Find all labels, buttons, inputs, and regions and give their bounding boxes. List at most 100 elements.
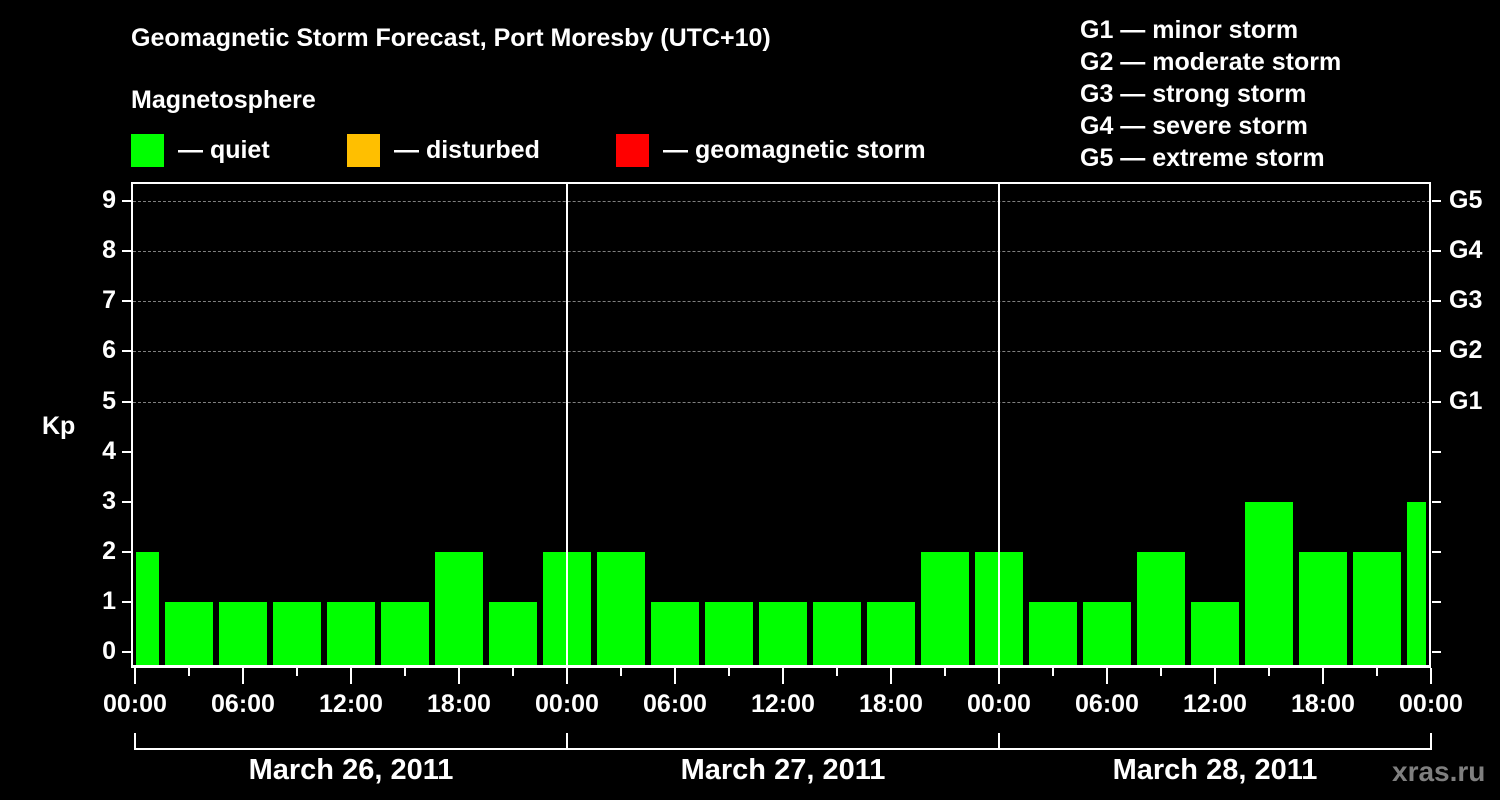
- day-separator: [998, 182, 1000, 668]
- g-scale-label: G4: [1449, 236, 1483, 264]
- kp-bar: [759, 602, 807, 666]
- x-tick-label: 12:00: [1183, 690, 1247, 718]
- day-separator: [566, 182, 568, 668]
- x-tick-label: 00:00: [535, 690, 599, 718]
- y-tick-label: 3: [102, 487, 116, 515]
- x-tick: [404, 668, 406, 676]
- y-tick-label: 5: [102, 387, 116, 415]
- legend-label: — disturbed: [394, 136, 540, 164]
- g-scale-label: G3: [1449, 286, 1483, 314]
- x-tick: [1268, 668, 1270, 676]
- y-tick: [122, 551, 131, 553]
- x-tick: [1106, 668, 1108, 684]
- kp-bar: [1299, 552, 1347, 666]
- kp-bar: [1353, 552, 1401, 666]
- legend-label: — quiet: [178, 136, 270, 164]
- x-tick: [998, 668, 1000, 684]
- watermark: xras.ru: [1392, 756, 1486, 787]
- grid-line: [133, 301, 1430, 302]
- kp-bar: [136, 552, 159, 666]
- y-tick-right: [1432, 350, 1441, 352]
- x-tick: [782, 668, 784, 684]
- y-tick: [122, 651, 131, 653]
- day-bracket-tick: [566, 733, 568, 750]
- x-tick: [350, 668, 352, 684]
- x-tick: [512, 668, 514, 676]
- x-tick: [1322, 668, 1324, 684]
- x-tick-label: 12:00: [319, 690, 383, 718]
- quiet-swatch-icon: [131, 134, 164, 167]
- y-tick: [122, 300, 131, 302]
- x-tick: [1052, 668, 1054, 676]
- scale-g1: G1 — minor storm: [1080, 16, 1299, 44]
- y-tick-label: 8: [102, 236, 116, 264]
- y-tick-label: 1: [102, 587, 116, 615]
- kp-bar: [327, 602, 375, 666]
- g-scale-label: G5: [1449, 186, 1483, 214]
- y-tick-label: 6: [102, 336, 116, 364]
- y-tick: [122, 200, 131, 202]
- x-tick: [458, 668, 460, 684]
- x-tick-label: 18:00: [1291, 690, 1355, 718]
- x-tick-label: 00:00: [1399, 690, 1463, 718]
- scale-g3: G3 — strong storm: [1080, 80, 1307, 108]
- y-tick-right: [1432, 300, 1441, 302]
- kp-bar: [489, 602, 537, 666]
- y-tick-right: [1432, 601, 1441, 603]
- x-tick-label: 06:00: [1075, 690, 1139, 718]
- grid-line: [133, 402, 1430, 403]
- day-label: March 28, 2011: [1112, 754, 1318, 786]
- x-tick: [134, 668, 136, 684]
- x-tick: [836, 668, 838, 676]
- day-label: March 26, 2011: [248, 754, 454, 786]
- scale-g5: G5 — extreme storm: [1080, 144, 1325, 172]
- kp-bar: [1137, 552, 1185, 666]
- kp-bar: [1083, 602, 1131, 666]
- grid-line: [133, 201, 1430, 202]
- kp-bar: [1407, 502, 1426, 666]
- x-tick: [890, 668, 892, 684]
- disturbed-swatch-icon: [347, 134, 380, 167]
- x-tick: [1160, 668, 1162, 676]
- kp-bar: [435, 552, 483, 666]
- x-tick-label: 00:00: [967, 690, 1031, 718]
- y-tick-right: [1432, 401, 1441, 403]
- x-tick: [296, 668, 298, 676]
- x-tick: [1214, 668, 1216, 684]
- chart-subtitle: Magnetosphere: [131, 86, 316, 114]
- x-tick: [728, 668, 730, 676]
- storm-scale-legend: G1 — minor storm G2 — moderate storm G3 …: [1080, 14, 1341, 174]
- kp-bar: [867, 602, 915, 666]
- kp-bar: [1245, 502, 1293, 666]
- y-tick: [122, 501, 131, 503]
- kp-bar: [273, 602, 321, 666]
- x-tick-label: 06:00: [211, 690, 275, 718]
- x-tick-label: 18:00: [427, 690, 491, 718]
- y-tick-right: [1432, 250, 1441, 252]
- x-tick-label: 18:00: [859, 690, 923, 718]
- chart-title: Geomagnetic Storm Forecast, Port Moresby…: [131, 24, 771, 52]
- y-tick: [122, 401, 131, 403]
- x-tick: [944, 668, 946, 676]
- y-tick-label: 7: [102, 286, 116, 314]
- x-tick: [1430, 668, 1432, 684]
- y-tick-label: 4: [102, 437, 116, 465]
- plot-area: [131, 182, 1431, 668]
- grid-line: [133, 351, 1430, 352]
- x-tick: [620, 668, 622, 676]
- grid-line: [133, 251, 1430, 252]
- kp-bar: [219, 602, 267, 666]
- y-tick-label: 9: [102, 186, 116, 214]
- kp-bar: [381, 602, 429, 666]
- kp-bar: [165, 602, 213, 666]
- day-bracket-tick: [998, 733, 1000, 750]
- y-tick: [122, 350, 131, 352]
- legend-disturbed: — disturbed: [347, 134, 540, 167]
- kp-bar: [651, 602, 699, 666]
- kp-bar: [813, 602, 861, 666]
- y-tick-right: [1432, 200, 1441, 202]
- storm-swatch-icon: [616, 134, 649, 167]
- y-tick-label: 0: [102, 637, 116, 665]
- kp-bar: [1029, 602, 1077, 666]
- y-tick-right: [1432, 451, 1441, 453]
